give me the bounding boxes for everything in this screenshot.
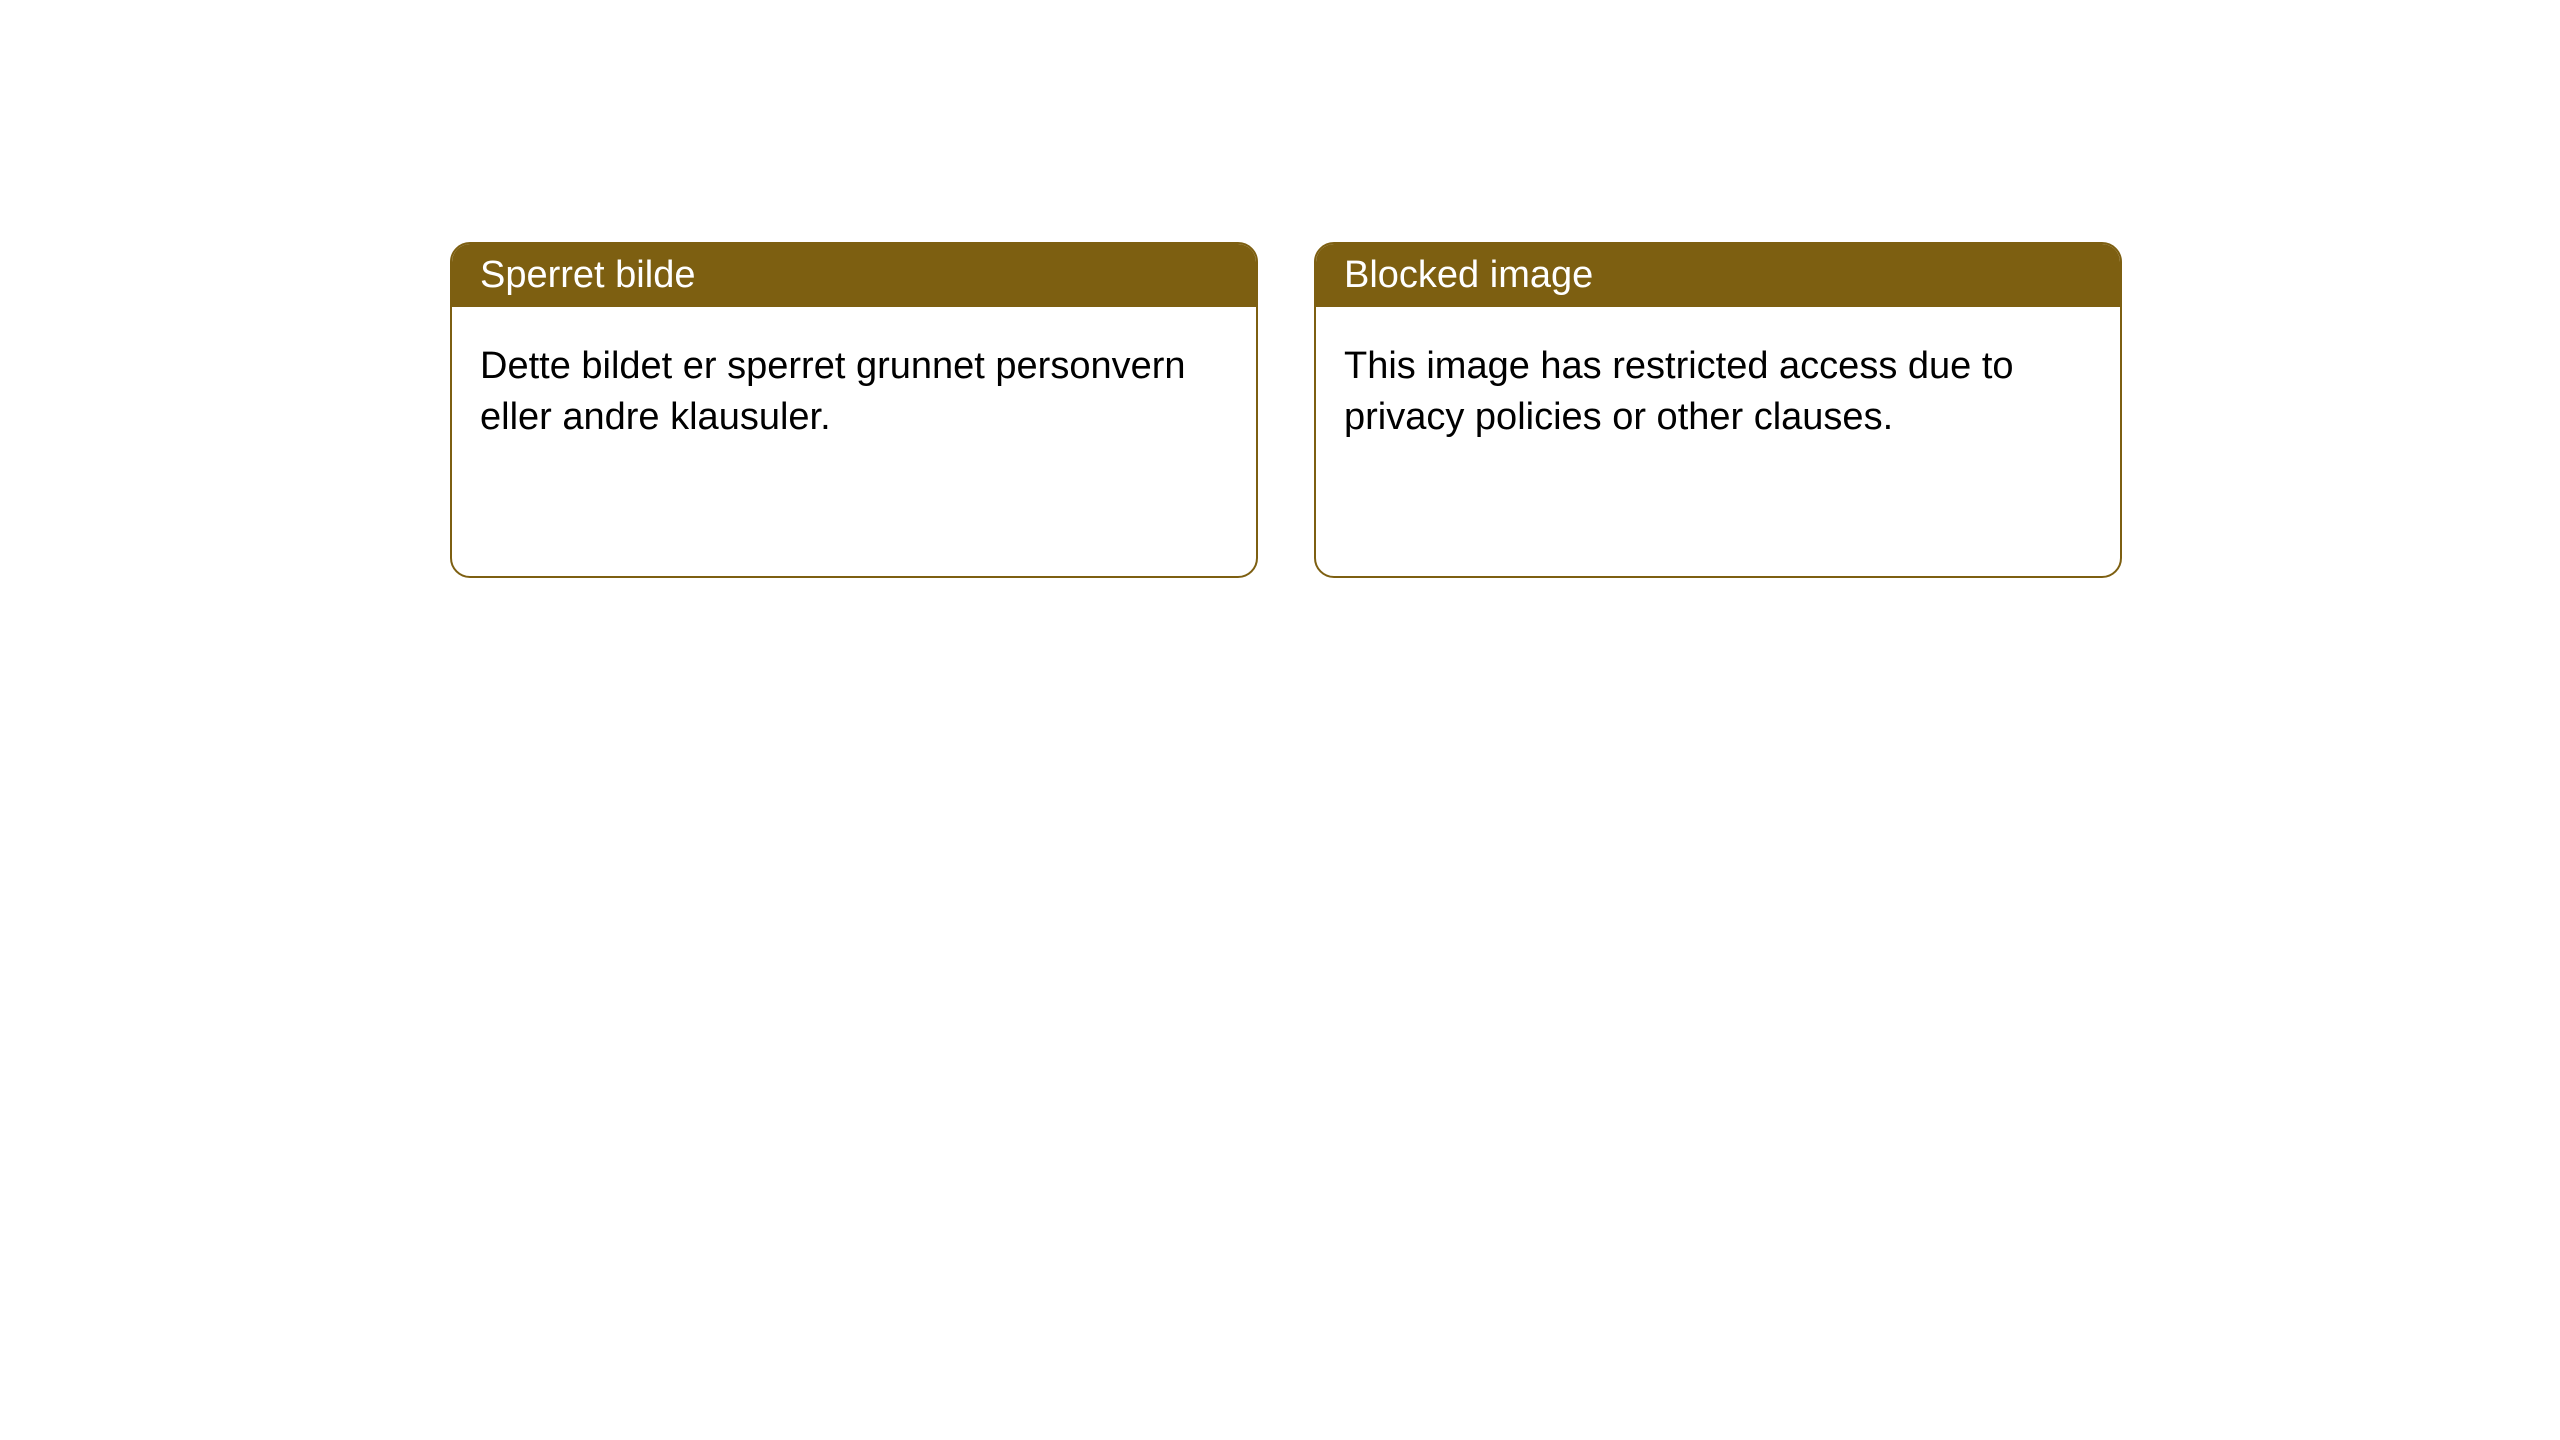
card-header: Blocked image (1316, 244, 2120, 307)
card-body: This image has restricted access due to … (1316, 307, 2120, 478)
card-title: Sperret bilde (480, 254, 695, 296)
notice-card-english: Blocked image This image has restricted … (1314, 242, 2122, 578)
card-title: Blocked image (1344, 254, 1593, 296)
card-body-text: This image has restricted access due to … (1344, 345, 2014, 438)
notice-container: Sperret bilde Dette bildet er sperret gr… (0, 0, 2560, 578)
card-header: Sperret bilde (452, 244, 1256, 307)
card-body-text: Dette bildet er sperret grunnet personve… (480, 345, 1186, 438)
notice-card-norwegian: Sperret bilde Dette bildet er sperret gr… (450, 242, 1258, 578)
card-body: Dette bildet er sperret grunnet personve… (452, 307, 1256, 478)
